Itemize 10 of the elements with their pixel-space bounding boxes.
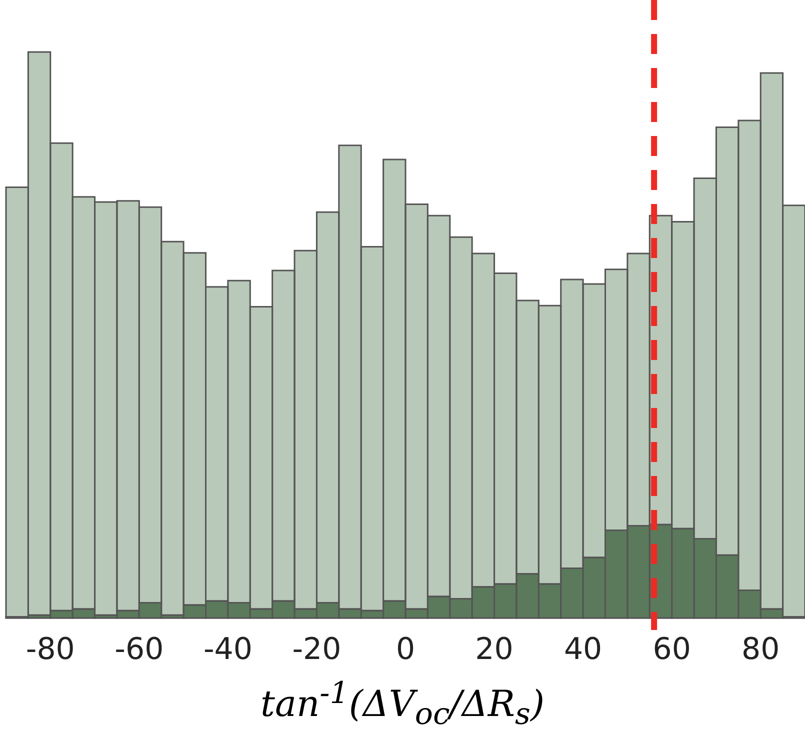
x-tick-label: -20 (292, 632, 342, 667)
x-tick-label: 20 (475, 632, 514, 667)
x-tick-label: -80 (26, 632, 75, 667)
x-tick-label: -60 (114, 632, 164, 667)
x-axis-title: tan$^{-1}$(ΔV$_{oc}$/ΔR$_{s}$) (260, 675, 546, 734)
x-tick-label: 60 (652, 632, 691, 667)
x-tick-label: -40 (203, 632, 252, 667)
x-tick-label: 40 (564, 632, 602, 667)
x-tick-label: 80 (742, 632, 780, 667)
x-tick-label: 0 (396, 632, 416, 667)
